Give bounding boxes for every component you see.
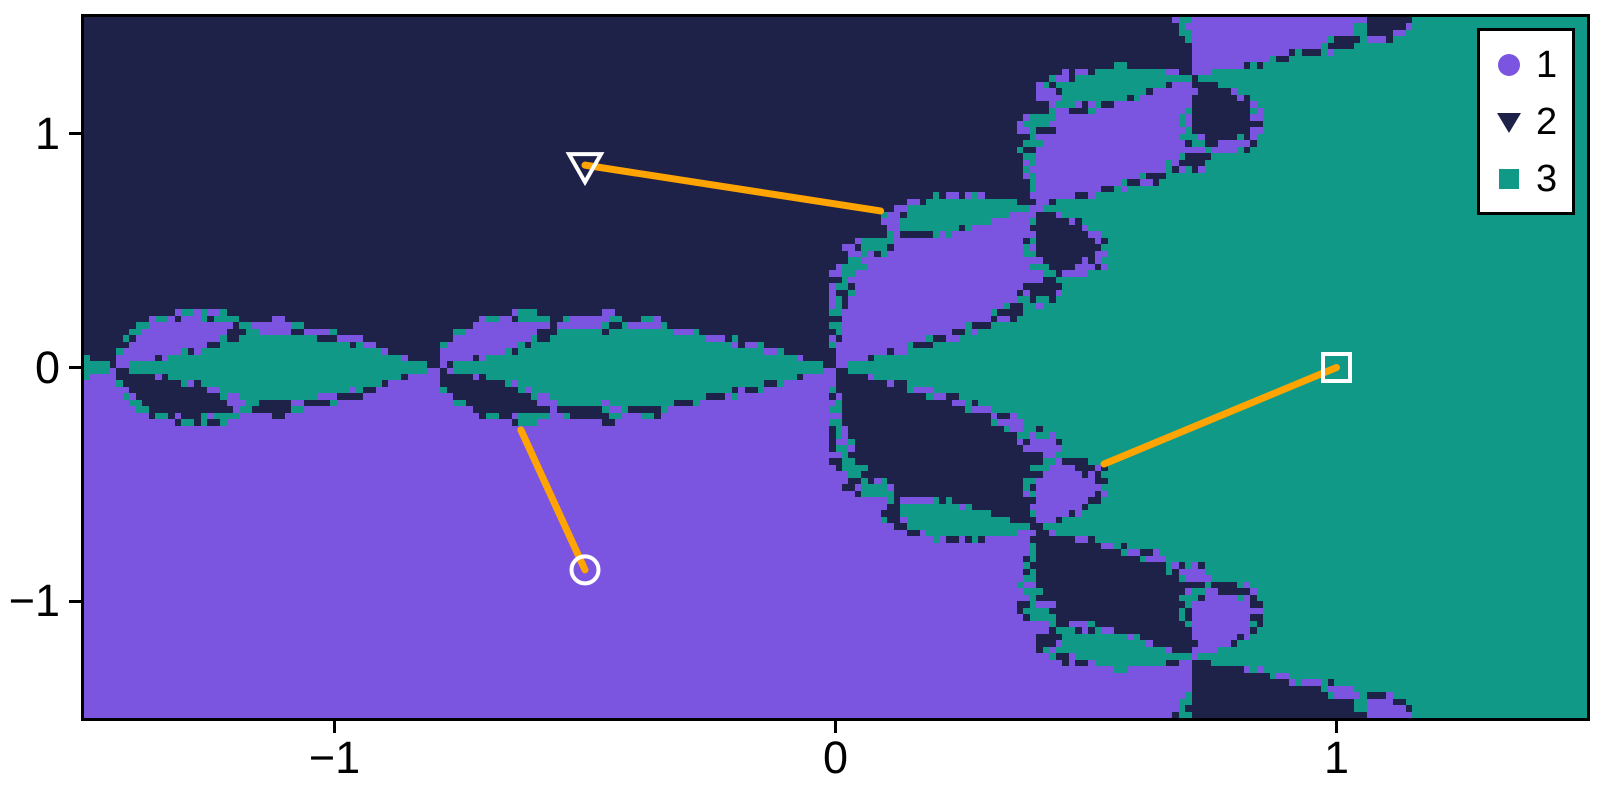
- legend-item: 3: [1480, 150, 1572, 207]
- legend-item: 2: [1480, 93, 1572, 150]
- legend-item: 1: [1480, 36, 1572, 93]
- y-tick-mark: [69, 366, 81, 369]
- x-tick-label: 0: [822, 732, 849, 783]
- legend-marker-triangle-down-icon: [1488, 109, 1530, 135]
- y-tick-label: 0: [34, 341, 60, 393]
- annotation-line: [517, 426, 589, 574]
- legend-label: 1: [1536, 43, 1558, 86]
- y-tick-mark: [69, 599, 81, 603]
- x-tick-label: −1: [308, 732, 361, 783]
- y-tick-label: −1: [8, 575, 60, 627]
- annotation-line: [1100, 364, 1340, 468]
- x-tick-mark: [834, 721, 837, 733]
- legend-marker-square-icon: [1488, 166, 1530, 192]
- y-tick-mark: [69, 132, 81, 136]
- plot-overlay: [517, 152, 1352, 586]
- x-tick-mark: [333, 721, 336, 733]
- root-marker-square: [1321, 352, 1352, 383]
- root-marker-circle: [569, 554, 601, 586]
- y-tick-label: 1: [34, 107, 60, 159]
- root-marker-triangle-down: [565, 152, 605, 187]
- legend: 1 2 3: [1477, 28, 1575, 215]
- legend-label: 3: [1536, 157, 1558, 200]
- x-tick-label: 1: [1323, 732, 1350, 783]
- annotation-line: [581, 161, 885, 215]
- x-tick-mark: [1335, 721, 1338, 733]
- plot-area: 1 2 3: [81, 14, 1590, 721]
- legend-label: 2: [1536, 100, 1558, 143]
- legend-marker-circle-icon: [1488, 52, 1530, 78]
